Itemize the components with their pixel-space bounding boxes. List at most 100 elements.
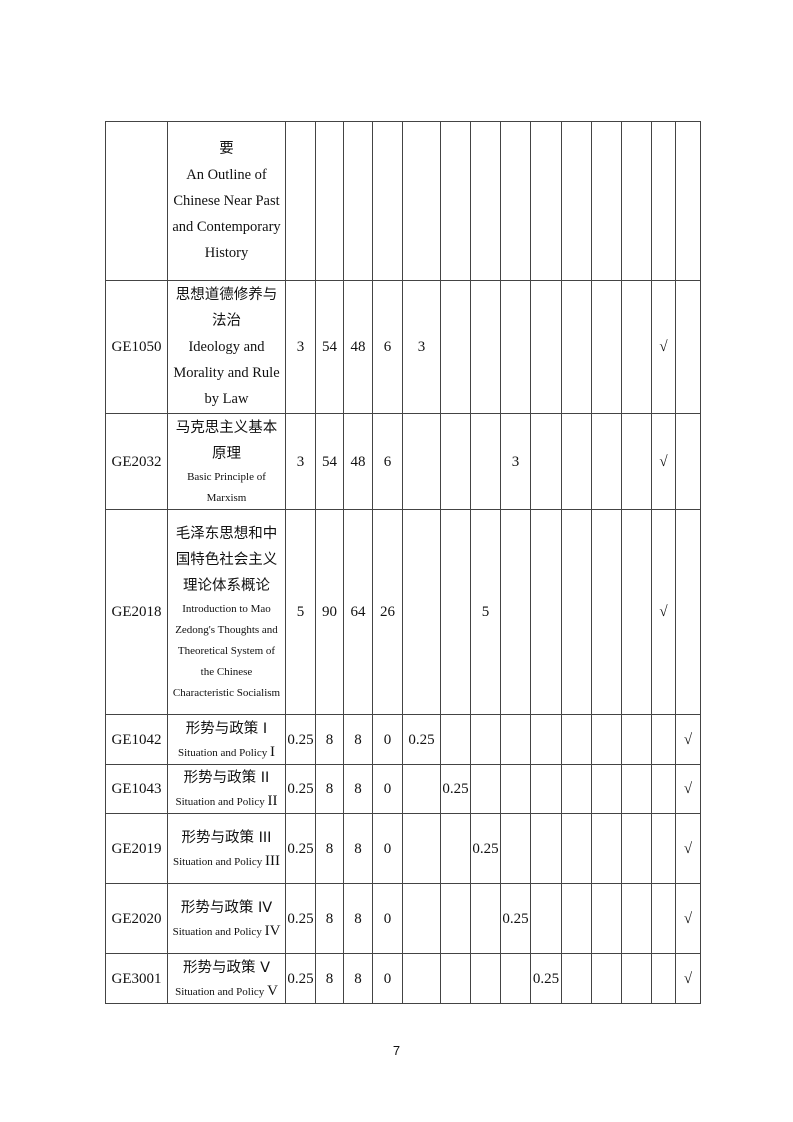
table-cell xyxy=(530,714,562,765)
table-cell: 0.25 xyxy=(285,764,316,814)
table-cell xyxy=(402,953,441,1004)
table-cell xyxy=(561,509,592,715)
course-name-en-text: Situation and Policy xyxy=(172,925,265,938)
table-cell: 3 xyxy=(285,280,316,414)
table-cell: √ xyxy=(651,280,676,414)
course-name-en: Basic Principle of Marxism xyxy=(170,467,283,509)
table-cell: 8 xyxy=(343,714,373,765)
table-cell: 6 xyxy=(372,413,403,510)
course-name-en: Situation and Policy V xyxy=(170,981,283,1003)
table-cell: 48 xyxy=(343,413,373,510)
table-cell: 0.25 xyxy=(530,953,562,1004)
course-code: GE2018 xyxy=(105,509,168,715)
course-name-en: Situation and Policy II xyxy=(170,791,283,813)
table-cell xyxy=(675,121,701,281)
table-cell: 0 xyxy=(372,813,403,884)
table-cell xyxy=(591,883,622,954)
table-cell: 8 xyxy=(315,764,344,814)
course-name: 形势与政策 I Situation and Policy I xyxy=(167,714,286,765)
table-cell: 0 xyxy=(372,764,403,814)
table-cell: 64 xyxy=(343,509,373,715)
table-cell xyxy=(440,813,471,884)
table-cell: √ xyxy=(675,813,701,884)
table-cell xyxy=(621,883,652,954)
table-cell xyxy=(402,764,441,814)
table-cell xyxy=(530,280,562,414)
table-row: 要 An Outline of Chinese Near Past and Con… xyxy=(105,121,701,281)
course-name-en-text: Situation and Policy xyxy=(175,985,268,998)
table-row: GE2019 形势与政策 III Situation and Policy III 0… xyxy=(105,813,701,884)
table-cell xyxy=(285,121,316,281)
table-cell: 0 xyxy=(372,883,403,954)
course-code: GE2032 xyxy=(105,413,168,510)
table-cell xyxy=(591,413,622,510)
table-cell: √ xyxy=(675,764,701,814)
table-cell xyxy=(591,953,622,1004)
table-row: GE1042 形势与政策 I Situation and Policy I 0.25 8… xyxy=(105,714,701,765)
table-row: GE2018 毛泽东思想和中国特色社会主义理论体系概论 Introduction t… xyxy=(105,509,701,715)
table-cell xyxy=(621,953,652,1004)
table-cell xyxy=(440,413,471,510)
course-table: 要 An Outline of Chinese Near Past and Con… xyxy=(105,121,701,1004)
table-cell xyxy=(402,121,441,281)
table-cell: 8 xyxy=(315,953,344,1004)
table-cell: 54 xyxy=(315,413,344,510)
table-cell xyxy=(561,883,592,954)
course-name-en-text: Situation and Policy xyxy=(175,796,268,808)
table-cell: 8 xyxy=(343,953,373,1004)
course-name: 形势与政策 II Situation and Policy II xyxy=(167,764,286,814)
table-cell xyxy=(561,714,592,765)
table-cell xyxy=(561,764,592,814)
table-cell: 0.25 xyxy=(285,953,316,1004)
course-code xyxy=(105,121,168,281)
table-cell xyxy=(500,764,531,814)
course-name-en: Situation and Policy I xyxy=(170,742,283,764)
table-row: GE2032 马克思主义基本原理 Basic Principle of Marxis… xyxy=(105,413,701,510)
table-cell: 0.25 xyxy=(500,883,531,954)
table-cell xyxy=(621,764,652,814)
course-name-en: Situation and Policy IV xyxy=(170,921,283,943)
table-cell xyxy=(561,953,592,1004)
course-code: GE2020 xyxy=(105,883,168,954)
course-name-cn: 形势与政策 V xyxy=(182,959,271,976)
table-cell xyxy=(651,813,676,884)
table-cell: 3 xyxy=(285,413,316,510)
table-row: GE2020 形势与政策 IV Situation and Policy IV 0.2… xyxy=(105,883,701,954)
table-cell xyxy=(651,764,676,814)
table-cell: 0.25 xyxy=(285,813,316,884)
table-cell xyxy=(402,813,441,884)
table-cell: 54 xyxy=(315,280,344,414)
course-name-en-text: Ideology and Morality and Rule by Law xyxy=(173,339,280,407)
course-code: GE2019 xyxy=(105,813,168,884)
course-name-en-text: Introduction to Mao Zedong's Thoughts an… xyxy=(172,602,281,699)
course-name-en-text: Situation and Policy xyxy=(173,855,265,868)
table-cell: 8 xyxy=(343,813,373,884)
table-cell: 8 xyxy=(343,883,373,954)
table-cell: 0.25 xyxy=(402,714,441,765)
table-cell xyxy=(440,509,471,715)
table-cell xyxy=(500,509,531,715)
table-cell xyxy=(343,121,373,281)
table-cell xyxy=(591,509,622,715)
table-cell xyxy=(561,413,592,510)
table-cell xyxy=(591,714,622,765)
table-cell xyxy=(440,280,471,414)
table-cell xyxy=(621,280,652,414)
table-cell xyxy=(470,121,501,281)
course-name-en-numeral: II xyxy=(267,793,278,809)
table-cell xyxy=(651,883,676,954)
course-name-cn: 思想道德修养与法治 xyxy=(175,287,278,329)
course-name-en-text: Basic Principle of Marxism xyxy=(187,470,266,504)
table-cell xyxy=(470,764,501,814)
table-cell xyxy=(530,883,562,954)
course-code: GE3001 xyxy=(105,953,168,1004)
table-cell xyxy=(675,413,701,510)
table-cell xyxy=(500,714,531,765)
table-cell xyxy=(470,413,501,510)
table-cell: 48 xyxy=(343,280,373,414)
table-cell xyxy=(440,953,471,1004)
table-cell xyxy=(621,714,652,765)
course-name: 形势与政策 III Situation and Policy III xyxy=(167,813,286,884)
table-cell xyxy=(402,509,441,715)
course-name-en: Situation and Policy III xyxy=(170,851,283,873)
